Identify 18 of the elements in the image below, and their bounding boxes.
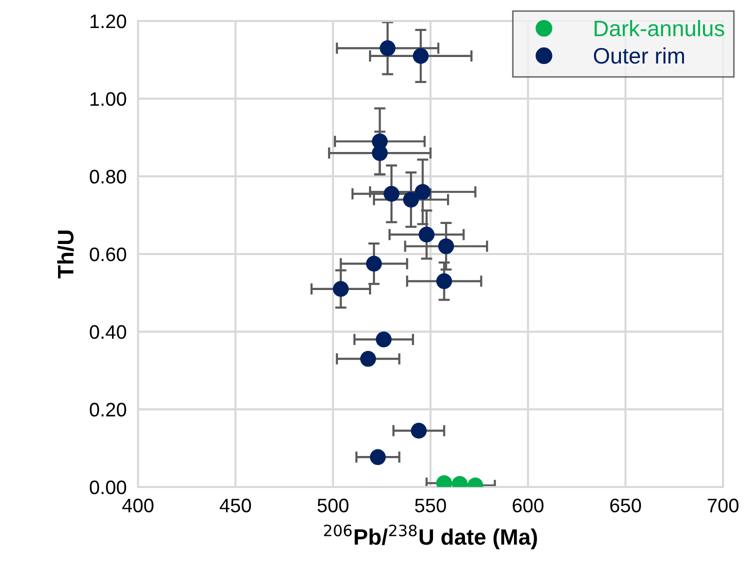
- y-tick-label: 0.20: [90, 402, 126, 417]
- y-tick-label: 1.00: [90, 92, 126, 106]
- y-tick-label: 0.40: [90, 325, 126, 339]
- y-tick-label: 0.00: [90, 480, 126, 494]
- x-tick-label: 600: [512, 498, 544, 512]
- x-tick-label: 400: [122, 498, 154, 512]
- x-axis-title: $^{206}$Pb/$^{238}$U date (Ma): [324, 524, 537, 550]
- x-tick-label: 550: [415, 498, 446, 512]
- x-tick-label: 700: [708, 498, 738, 512]
- x-tick-label: 500: [318, 498, 348, 512]
- y-tick-label: 0.60: [90, 247, 126, 262]
- y-axis-title: Th/U: [57, 230, 74, 278]
- x-tick-label: 450: [220, 498, 251, 512]
- y-tick-label: 1.20: [90, 14, 126, 28]
- legend-label: Outer rim: [594, 47, 684, 64]
- legend-label: Dark-annulus: [594, 20, 724, 36]
- x-tick-label: 650: [610, 498, 641, 512]
- y-tick-label: 0.80: [90, 170, 126, 184]
